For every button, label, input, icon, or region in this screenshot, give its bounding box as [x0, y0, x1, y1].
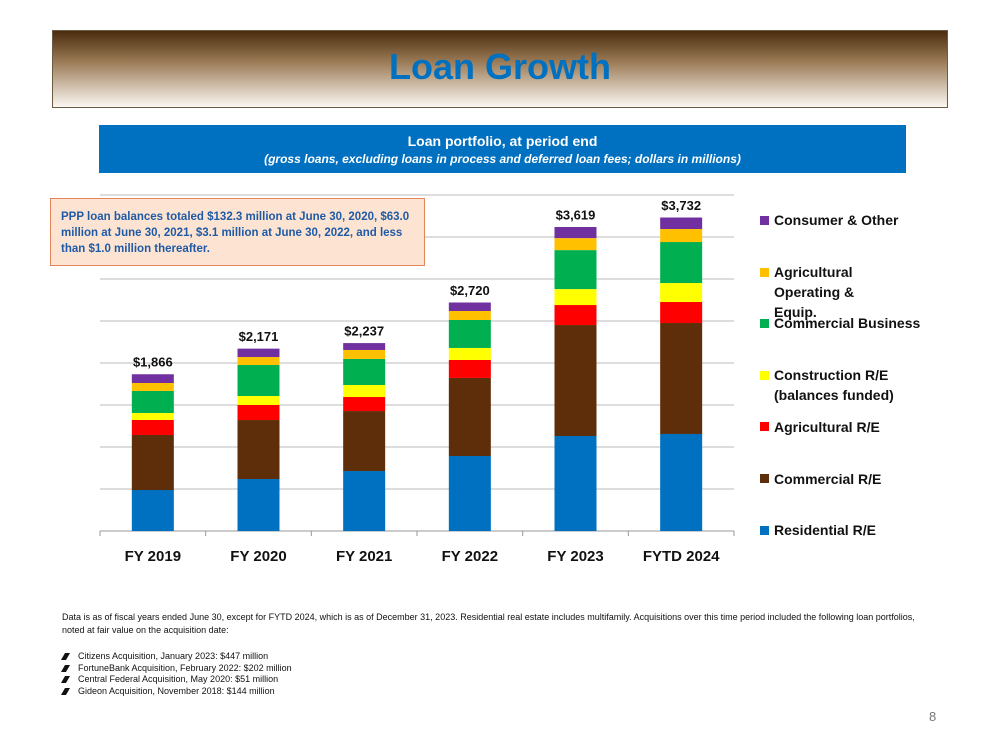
total-label: $2,720 — [450, 283, 490, 298]
footnote-list: Citizens Acquisition, January 2023: $447… — [62, 651, 292, 697]
x-tick-label: FY 2022 — [442, 548, 498, 565]
bar-segment — [343, 397, 386, 412]
legend-item: Residential R/E — [760, 520, 944, 540]
bar-segment — [448, 319, 491, 348]
x-tick-label: FY 2020 — [230, 548, 286, 565]
bar-segment — [131, 490, 174, 531]
bar-segment — [343, 343, 386, 350]
bar-segment — [554, 238, 597, 251]
bar-segment — [448, 311, 491, 320]
legend-label: Commercial Business — [774, 315, 921, 332]
bar-segment — [554, 289, 597, 306]
bar-segment — [448, 347, 491, 360]
legend-label: Agricultural Operating & Equip. — [774, 263, 855, 320]
bar-segment — [131, 390, 174, 413]
legend-label: Commercial R/E — [774, 470, 882, 487]
total-label: $1,866 — [133, 355, 173, 370]
bar-segment — [660, 217, 703, 230]
legend-label: Agricultural R/E — [774, 418, 880, 435]
bar-segment — [448, 359, 491, 378]
legend-item: Consumer & Other — [760, 210, 944, 230]
bar-segment — [343, 471, 386, 531]
x-tick-label: FY 2023 — [547, 548, 603, 565]
bar-segment — [131, 374, 174, 383]
bar-segment — [554, 250, 597, 290]
page-number: 8 — [929, 709, 937, 724]
bar-segment — [237, 479, 280, 531]
bar-segment — [660, 283, 703, 303]
legend-swatch — [760, 215, 769, 225]
x-tick-label: FY 2019 — [125, 548, 181, 565]
total-label: $3,619 — [556, 207, 596, 222]
footnote: Data is as of fiscal years ended June 30… — [62, 612, 915, 635]
legend-swatch — [760, 267, 769, 277]
legend-item: Commercial R/E — [760, 469, 944, 489]
header-banner — [52, 30, 948, 108]
bar-segment — [554, 305, 597, 326]
footnote-bullet: Gideon Acquisition, November 2018: $144 … — [62, 686, 292, 698]
chart-subtitle: (gross loans, excluding loans in process… — [264, 152, 741, 166]
bar-segment — [660, 323, 703, 434]
footnote-bullet: Central Federal Acquisition, May 2020: $… — [62, 674, 292, 686]
bar-segment — [237, 357, 280, 366]
bar-segment — [343, 385, 386, 398]
bar-segment — [554, 227, 597, 239]
legend-swatch — [760, 371, 769, 381]
legend-label: Construction R/E (balances funded) — [774, 367, 894, 404]
bar-segment — [237, 348, 280, 358]
bar-segment — [131, 412, 174, 420]
legend-item: Agricultural R/E — [760, 417, 944, 437]
total-label: $3,732 — [661, 198, 701, 213]
bar-segment — [448, 455, 491, 531]
bar-segment — [131, 434, 174, 491]
legend-swatch — [760, 318, 769, 328]
x-tick-label: FY 2021 — [336, 548, 392, 565]
legend-swatch — [760, 525, 769, 535]
footnote-bullet: Citizens Acquisition, January 2023: $447… — [62, 651, 292, 663]
bar-segment — [131, 419, 174, 435]
footnote-bullet: FortuneBank Acquisition, February 2022: … — [62, 663, 292, 675]
bar-segment — [660, 302, 703, 324]
chart-title: Loan portfolio, at period end — [407, 133, 598, 149]
total-label: $2,237 — [344, 324, 384, 339]
bar-segment — [448, 377, 491, 456]
bar-segment — [343, 349, 386, 359]
x-tick-label: FYTD 2024 — [643, 548, 720, 565]
bar-segment — [237, 396, 280, 405]
slide-title: Loan Growth — [389, 46, 611, 87]
bar-segment — [237, 405, 280, 421]
bar-segment — [660, 229, 703, 243]
bar-segment — [131, 382, 174, 391]
legend-swatch — [760, 474, 769, 483]
legend-swatch — [760, 422, 769, 432]
chart-header: Loan portfolio, at period end (gross loa… — [99, 125, 906, 173]
bar-segment — [343, 411, 386, 472]
legend-item: Construction R/E (balances funded) — [760, 365, 944, 405]
bar-segment — [237, 365, 280, 397]
bar-segment — [237, 420, 280, 480]
bar-segment — [554, 435, 597, 531]
legend-item: Commercial Business — [760, 313, 944, 333]
bar-segment — [660, 433, 703, 531]
bar-segment — [448, 302, 491, 312]
bar-segment — [660, 242, 703, 284]
bar-segment — [554, 325, 597, 436]
annotation: PPP loan balances totaled $132.3 million… — [50, 198, 425, 266]
bar-segment — [343, 358, 386, 386]
legend-label: Residential R/E — [774, 522, 876, 539]
legend-label: Consumer & Other — [774, 212, 899, 228]
total-label: $2,171 — [239, 329, 279, 344]
legend-item: Agricultural Operating & Equip. — [760, 262, 899, 322]
